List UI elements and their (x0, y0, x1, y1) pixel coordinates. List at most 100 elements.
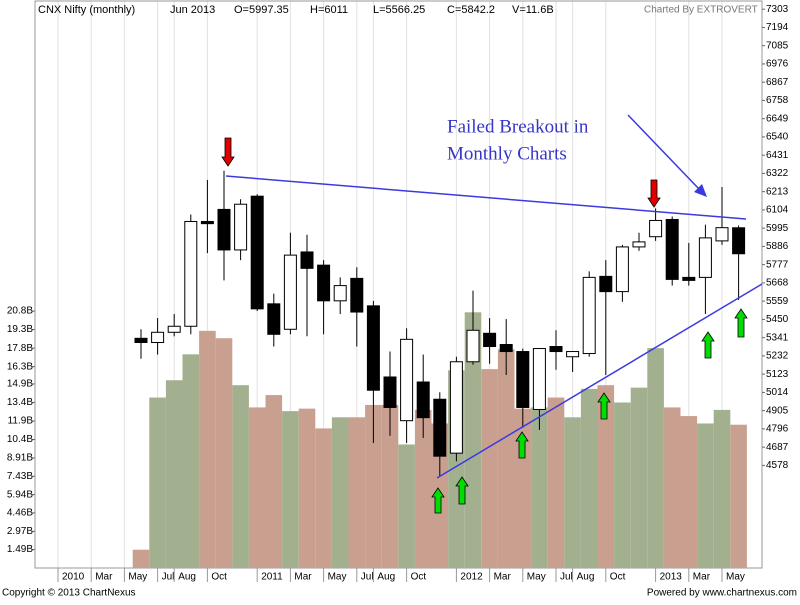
y2-tick-label: 13.4B (7, 397, 33, 408)
candle-body (449, 361, 463, 454)
candle-body (483, 332, 497, 348)
y-tick-label: 6649 (766, 113, 789, 124)
candle-body (715, 227, 729, 242)
candle-body (300, 251, 314, 269)
y-tick-label: 6431 (766, 150, 789, 161)
open-readout: O=5997.35 (234, 4, 289, 16)
volume-bar (331, 417, 349, 568)
low-readout: L=5566.25 (373, 4, 425, 16)
y-tick-label: 6758 (766, 95, 789, 106)
footer-left: Copyright © 2013 ChartNexus (2, 588, 136, 599)
candle-body (134, 337, 148, 344)
candle-body (234, 203, 248, 251)
x-tick-label: Mar (494, 572, 512, 583)
x-tick-label: Aug (577, 572, 595, 583)
volume-bar (199, 330, 216, 568)
buy-arrow (597, 392, 611, 420)
volume-bar (564, 417, 581, 568)
x-tick-label: 2011 (261, 572, 283, 583)
volume-bar (381, 404, 399, 568)
volume-bar (680, 416, 698, 568)
candle-body (267, 303, 281, 335)
y-tick-label: 5559 (766, 296, 789, 307)
volume-bar (531, 407, 548, 568)
volume-bar (248, 407, 266, 568)
candle-body (283, 254, 297, 330)
candle-body (317, 264, 331, 302)
x-tick-label: Oct (211, 572, 227, 583)
volume-bar (348, 417, 366, 568)
y-tick-label: 4796 (766, 424, 789, 435)
close-readout: C=5842.2 (447, 4, 495, 16)
x-tick-label: Jul (560, 572, 573, 583)
x-tick-label: May (726, 572, 745, 583)
title: CNX Nifty (monthly) (38, 4, 135, 16)
volume-bar (182, 354, 200, 568)
volume-bar (663, 407, 681, 568)
volume-bar (713, 409, 731, 568)
y-tick-label: 7303 (766, 4, 789, 15)
sell-arrow (647, 179, 661, 208)
y-tick-label: 6104 (766, 205, 789, 216)
volume-bar (165, 380, 183, 568)
candle-body (383, 376, 397, 408)
candle-body (582, 276, 596, 355)
y2-tick-label: 8.91B (7, 453, 33, 464)
y-tick-label: 5886 (766, 241, 789, 252)
y-tick-label: 5777 (766, 259, 789, 270)
y-tick-label: 7194 (766, 22, 789, 33)
x-tick-label: 2012 (460, 572, 483, 583)
footer-right: Powered by www.chartnexus.com (647, 588, 797, 599)
x-tick-label: Jul (162, 572, 175, 583)
x-tick-label: Mar (693, 572, 711, 583)
candle-body (350, 277, 364, 313)
y2-tick-label: 4.46B (7, 508, 33, 519)
y-tick-label: 5014 (766, 387, 789, 398)
annotation-arrowhead (694, 184, 707, 197)
y-tick-label: 5123 (766, 369, 789, 380)
volume-bar (547, 397, 565, 568)
x-tick-label: Jul (361, 572, 374, 583)
y2-tick-label: 14.9B (7, 379, 33, 390)
y-tick-label: 5668 (766, 278, 789, 289)
x-tick-label: 2010 (62, 572, 85, 583)
volume-bar (365, 404, 382, 568)
y-tick-label: 6976 (766, 59, 789, 70)
y-tick-label: 6540 (766, 132, 789, 143)
candle-body (250, 195, 264, 310)
sell-arrow (221, 137, 235, 167)
volume-bar (215, 338, 233, 568)
y-tick-label: 6322 (766, 168, 789, 179)
annotation: Monthly Charts (447, 143, 567, 164)
buy-arrow (455, 476, 469, 505)
annotation-arrow (627, 114, 701, 191)
volume-bar (614, 402, 631, 568)
volume-bar (464, 312, 482, 568)
volume-bar (414, 409, 432, 568)
candle-body (499, 344, 513, 353)
trend-line (225, 175, 747, 220)
candle-body (682, 276, 696, 281)
high-readout: H=6011 (310, 4, 348, 16)
volume-bar (398, 444, 415, 568)
candle-body (466, 329, 480, 363)
candle-body (366, 305, 380, 391)
volume-bar (132, 549, 150, 568)
y-tick-label: 4578 (766, 460, 789, 471)
volume-bar (647, 348, 664, 568)
candle-body (615, 246, 629, 293)
volume-bar (282, 411, 299, 568)
candle-body (665, 218, 679, 280)
candle-body (532, 348, 546, 410)
x-tick-label: May (527, 572, 546, 583)
candle-body (732, 227, 746, 255)
volume-bar (298, 408, 316, 568)
y2-tick-label: 11.9B (8, 416, 34, 427)
annotation: Failed Breakout in (447, 116, 589, 137)
y-tick-label: 5450 (766, 314, 789, 325)
volume-bar (630, 387, 648, 568)
volume-bar (597, 385, 615, 568)
y-tick-label: 6867 (766, 77, 789, 88)
trend-line (436, 283, 763, 479)
